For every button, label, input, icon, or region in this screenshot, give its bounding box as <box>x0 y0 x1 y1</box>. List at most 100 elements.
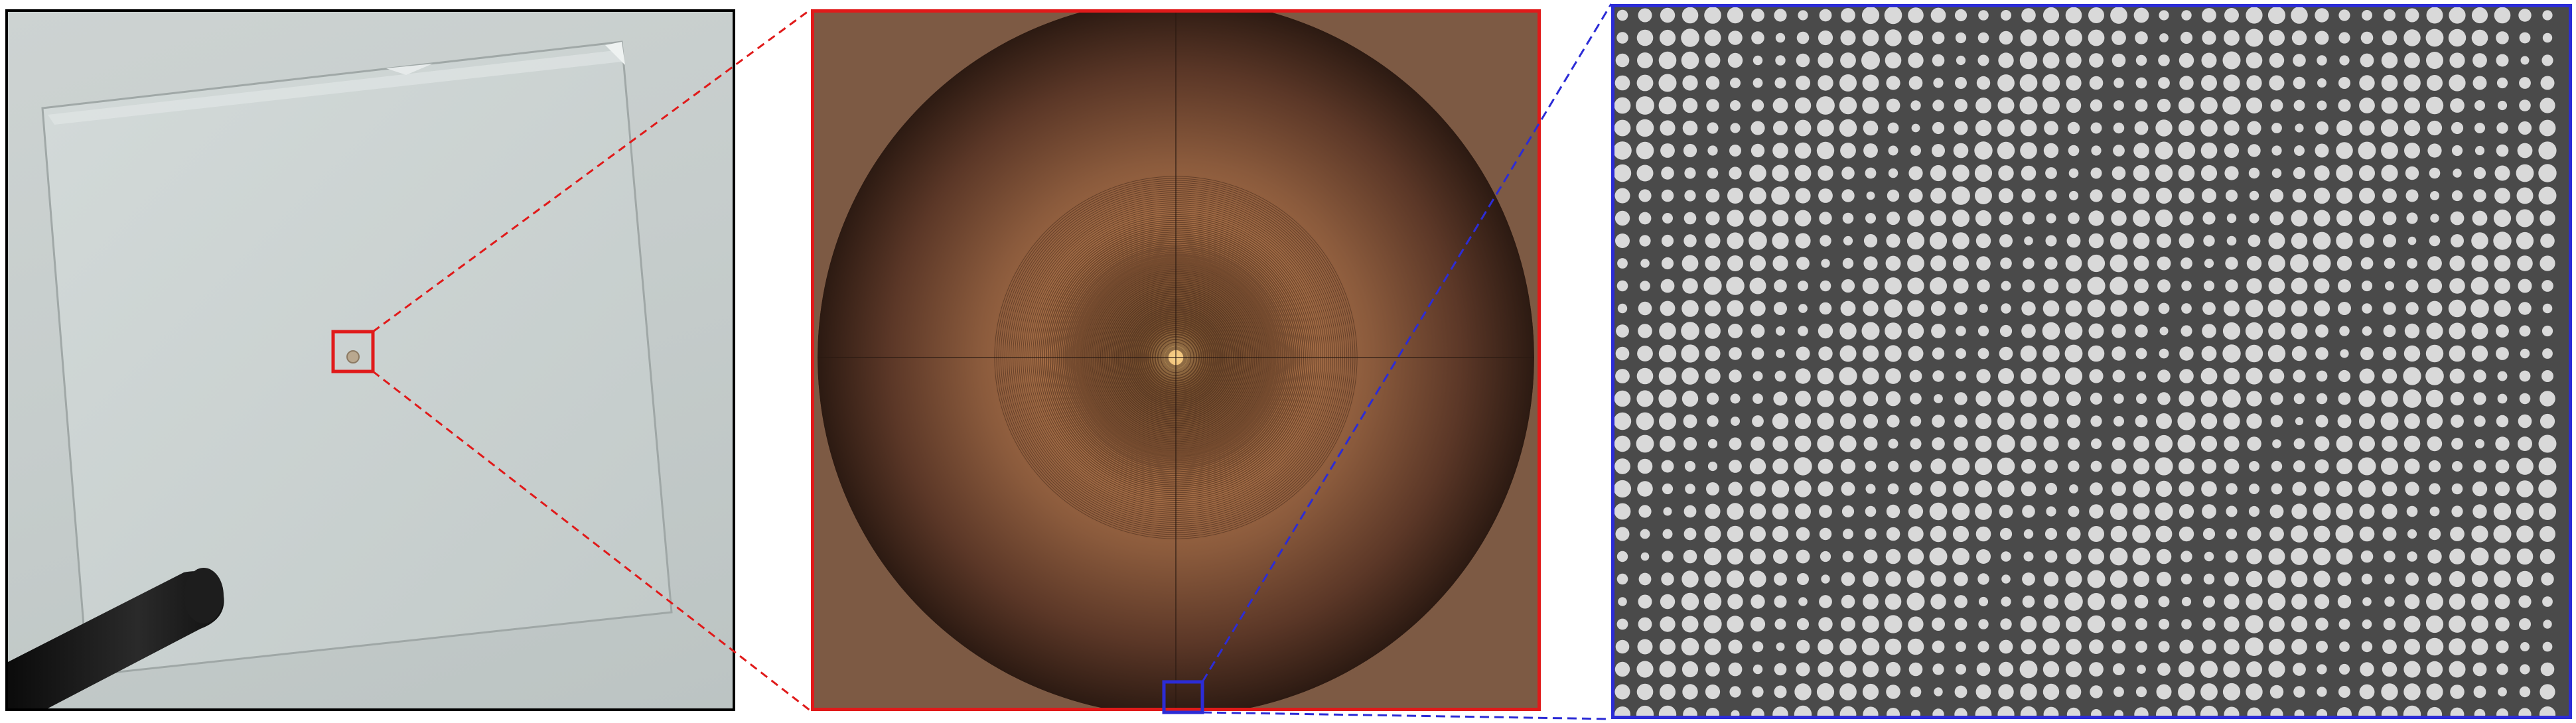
nanopillar <box>2203 235 2215 247</box>
nanopillar <box>2290 254 2309 273</box>
nanopillar <box>2449 593 2466 610</box>
nanopillar <box>1772 436 1788 452</box>
nanopillar <box>1908 526 1924 542</box>
nanopillar <box>2384 9 2396 21</box>
nanopillar <box>1974 164 1993 182</box>
nanopillar <box>2111 458 2127 474</box>
nanopillar <box>1817 367 1834 385</box>
nanopillar <box>1751 9 1764 22</box>
nanopillar <box>2179 639 2194 654</box>
nanopillar <box>2156 706 2172 716</box>
nanopillar <box>1841 572 1855 586</box>
nanopillar <box>2449 616 2466 633</box>
nanopillar <box>1706 99 1719 112</box>
nanopillar <box>1796 527 1810 541</box>
nanopillar <box>2226 505 2238 517</box>
nanopillar <box>1796 346 1810 361</box>
nanopillar <box>1997 119 2015 137</box>
nanopillar <box>2407 551 2417 562</box>
nanopillar <box>1750 481 1766 497</box>
nanopillar <box>2155 480 2173 497</box>
nanopillar <box>2336 481 2352 497</box>
nanopillar <box>1794 142 1812 159</box>
nanopillar <box>2135 641 2147 653</box>
nanopillar <box>1636 412 1654 430</box>
nanopillar <box>2001 574 2011 584</box>
nanopillar <box>1978 596 1989 607</box>
nanopillar <box>1817 435 1834 452</box>
nanopillar <box>2316 370 2328 382</box>
nanopillar <box>1636 164 1654 182</box>
nanopillar <box>1863 571 1879 587</box>
nanopillar <box>1955 32 1967 44</box>
nanopillar <box>1729 437 1742 450</box>
nanopillar <box>2380 412 2399 430</box>
nanopillar <box>1997 457 2015 476</box>
nanopillar <box>1750 300 1766 316</box>
nanopillar <box>2362 303 2372 314</box>
nanopillar <box>1998 661 2014 677</box>
nanopillar <box>2179 391 2194 407</box>
nanopillar <box>2271 460 2283 472</box>
nanopillar <box>2089 662 2104 677</box>
nanopillar <box>2022 595 2035 608</box>
nanopillar <box>2179 458 2194 474</box>
nanopillar <box>2382 639 2397 654</box>
nanopillar <box>2110 570 2128 588</box>
nanopillar <box>2429 483 2441 495</box>
nanopillar <box>1819 527 1832 541</box>
nanopillar <box>1728 662 1743 677</box>
nanopillar <box>2337 707 2352 716</box>
nanopillar <box>2042 661 2060 678</box>
nanopillar <box>2133 458 2150 475</box>
nanopillar <box>2269 52 2285 68</box>
nanopillar <box>1977 279 1990 293</box>
nanopillar <box>2200 661 2218 678</box>
nanopillar <box>1843 529 1853 539</box>
nanopillar <box>1885 52 1902 69</box>
nanopillar <box>1865 213 1876 224</box>
nanopillar <box>2064 592 2083 611</box>
nanopillar <box>2427 549 2442 564</box>
nanopillar <box>1661 572 1674 586</box>
nanopillar <box>2493 231 2512 250</box>
nanopillar <box>2358 457 2376 476</box>
nanopillar <box>1908 346 1924 362</box>
nanopillar <box>1614 119 1631 137</box>
nanopillar <box>2293 166 2306 180</box>
nanopillar <box>1999 639 2013 654</box>
nanopillar <box>2178 97 2195 114</box>
nanopillar <box>2224 436 2240 452</box>
nanopillar <box>2113 122 2125 134</box>
nanopillar <box>2021 324 2036 338</box>
nanopillar <box>1705 662 1720 677</box>
nanopillar <box>2200 142 2218 159</box>
nanopillar <box>2359 75 2375 91</box>
nanopillar <box>2291 639 2307 655</box>
nanopillar <box>2089 53 2104 68</box>
nanopillar <box>2224 300 2240 316</box>
nanopillar <box>1885 29 1902 46</box>
nanopillar <box>1886 233 1900 248</box>
nanopillar <box>2313 570 2330 588</box>
nanopillar <box>2133 480 2150 497</box>
nanopillar <box>2181 303 2192 314</box>
nanopillar <box>1774 370 1786 382</box>
nanopillar <box>2000 257 2012 269</box>
nanopillar <box>1842 257 1854 269</box>
nanopillar <box>1932 370 1944 382</box>
nanopillar <box>1751 99 1764 112</box>
nanopillar <box>2111 346 2126 361</box>
nanopillar <box>2043 143 2059 159</box>
nanopillar <box>1839 683 1857 700</box>
nanopillar <box>2044 121 2058 135</box>
nanopillar <box>1636 96 1654 115</box>
nanopillar <box>2382 436 2397 452</box>
nanopillar <box>2518 302 2532 315</box>
nanopillar <box>1707 438 1718 449</box>
nanopillar <box>1658 344 1677 363</box>
nanopillar <box>1774 77 1786 89</box>
nanopillar <box>2495 617 2510 631</box>
nanopillar <box>2268 322 2285 340</box>
nanopillar <box>2384 596 2395 607</box>
